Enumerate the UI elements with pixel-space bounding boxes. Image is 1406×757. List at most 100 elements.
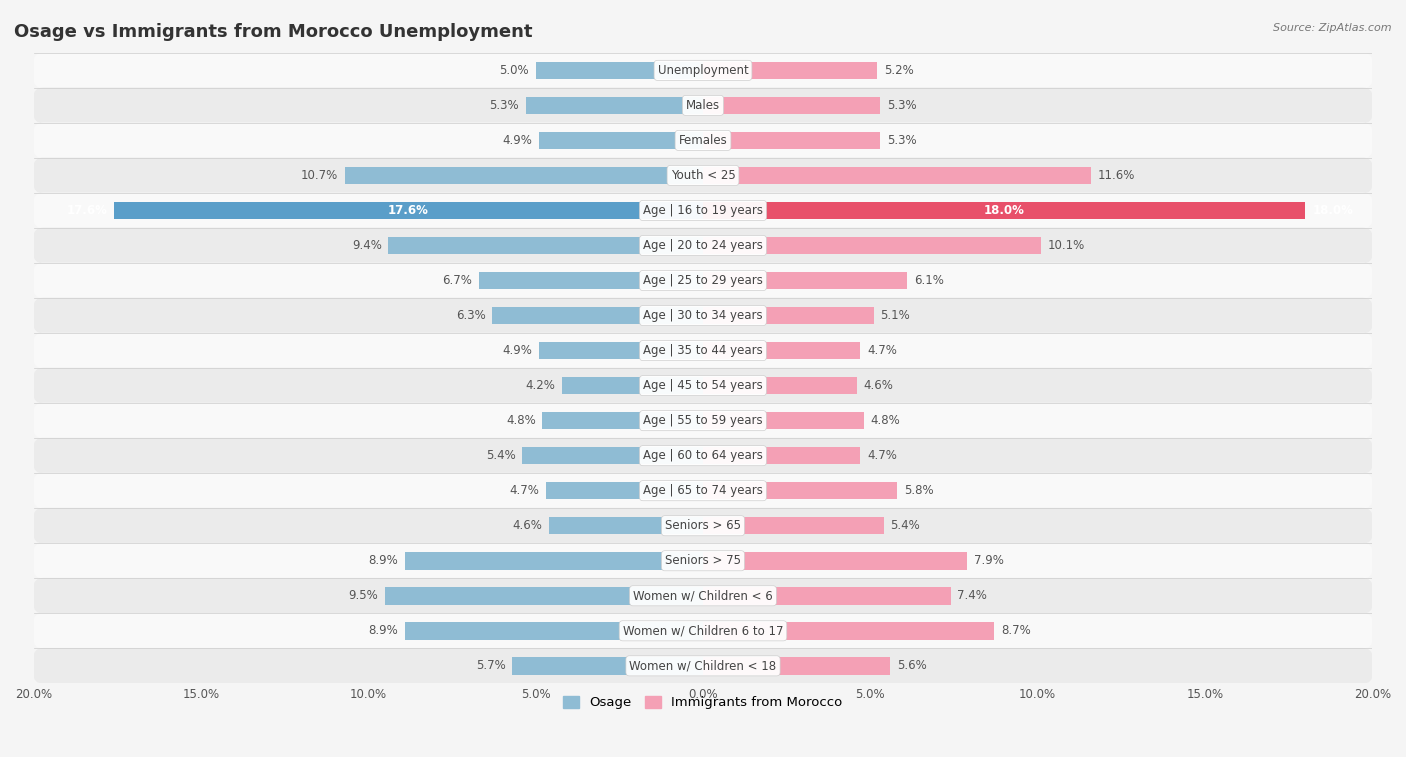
Bar	[538, 342, 703, 360]
Text: Women w/ Children < 18: Women w/ Children < 18	[630, 659, 776, 672]
FancyBboxPatch shape	[34, 123, 1372, 158]
Bar	[546, 482, 703, 500]
Text: 5.3%: 5.3%	[887, 134, 917, 147]
Text: 17.6%: 17.6%	[66, 204, 107, 217]
Bar	[703, 447, 860, 465]
Bar	[385, 587, 703, 605]
Text: 5.4%: 5.4%	[486, 449, 516, 463]
Text: Age | 35 to 44 years: Age | 35 to 44 years	[643, 344, 763, 357]
Text: 9.5%: 9.5%	[349, 589, 378, 603]
Legend: Osage, Immigrants from Morocco: Osage, Immigrants from Morocco	[558, 690, 848, 715]
Text: 4.9%: 4.9%	[502, 344, 533, 357]
Bar	[703, 307, 873, 324]
Text: 10.7%: 10.7%	[301, 169, 339, 182]
FancyBboxPatch shape	[34, 648, 1372, 684]
Text: Age | 45 to 54 years: Age | 45 to 54 years	[643, 379, 763, 392]
Bar	[703, 272, 907, 289]
FancyBboxPatch shape	[34, 333, 1372, 369]
Text: 5.0%: 5.0%	[499, 64, 529, 77]
FancyBboxPatch shape	[34, 543, 1372, 578]
Text: Youth < 25: Youth < 25	[671, 169, 735, 182]
Bar	[388, 237, 703, 254]
Text: Source: ZipAtlas.com: Source: ZipAtlas.com	[1274, 23, 1392, 33]
Text: 4.6%: 4.6%	[512, 519, 543, 532]
Text: 5.3%: 5.3%	[489, 99, 519, 112]
Text: Seniors > 65: Seniors > 65	[665, 519, 741, 532]
Text: 6.1%: 6.1%	[914, 274, 943, 287]
Text: 4.8%: 4.8%	[506, 414, 536, 427]
Text: 5.2%: 5.2%	[884, 64, 914, 77]
Text: 4.9%: 4.9%	[502, 134, 533, 147]
FancyBboxPatch shape	[34, 403, 1372, 438]
Bar	[538, 132, 703, 149]
Bar	[543, 412, 703, 429]
Bar	[703, 587, 950, 605]
Text: Age | 16 to 19 years: Age | 16 to 19 years	[643, 204, 763, 217]
Text: Unemployment: Unemployment	[658, 64, 748, 77]
Text: 4.2%: 4.2%	[526, 379, 555, 392]
Bar	[536, 61, 703, 79]
FancyBboxPatch shape	[34, 263, 1372, 298]
Bar	[703, 342, 860, 360]
Text: 18.0%: 18.0%	[1312, 204, 1353, 217]
FancyBboxPatch shape	[34, 473, 1372, 509]
Bar	[703, 201, 1306, 220]
FancyBboxPatch shape	[34, 438, 1372, 474]
Text: Seniors > 75: Seniors > 75	[665, 554, 741, 567]
FancyBboxPatch shape	[34, 192, 1372, 229]
Text: 9.4%: 9.4%	[352, 239, 381, 252]
Text: Age | 65 to 74 years: Age | 65 to 74 years	[643, 484, 763, 497]
Text: Age | 25 to 29 years: Age | 25 to 29 years	[643, 274, 763, 287]
Text: 8.7%: 8.7%	[1001, 625, 1031, 637]
Bar	[703, 167, 1091, 184]
Bar	[703, 622, 994, 640]
Bar	[703, 657, 890, 674]
Text: Women w/ Children 6 to 17: Women w/ Children 6 to 17	[623, 625, 783, 637]
Bar	[492, 307, 703, 324]
Text: 10.1%: 10.1%	[1047, 239, 1085, 252]
Text: 6.7%: 6.7%	[441, 274, 472, 287]
Text: 5.8%: 5.8%	[904, 484, 934, 497]
Bar	[405, 552, 703, 569]
Text: 6.3%: 6.3%	[456, 309, 485, 322]
Text: 18.0%: 18.0%	[984, 204, 1025, 217]
Bar	[703, 482, 897, 500]
Bar	[703, 97, 880, 114]
Bar	[703, 132, 880, 149]
Bar	[703, 517, 884, 534]
FancyBboxPatch shape	[34, 52, 1372, 89]
Text: 4.7%: 4.7%	[868, 449, 897, 463]
Bar	[703, 412, 863, 429]
FancyBboxPatch shape	[34, 157, 1372, 193]
Bar	[526, 97, 703, 114]
Text: 7.4%: 7.4%	[957, 589, 987, 603]
Text: Osage vs Immigrants from Morocco Unemployment: Osage vs Immigrants from Morocco Unemplo…	[14, 23, 533, 41]
FancyBboxPatch shape	[34, 508, 1372, 544]
Bar	[703, 377, 858, 394]
Bar	[703, 552, 967, 569]
Text: 8.9%: 8.9%	[368, 625, 398, 637]
Text: 5.6%: 5.6%	[897, 659, 927, 672]
Text: 4.7%: 4.7%	[509, 484, 538, 497]
Bar	[522, 447, 703, 465]
Text: 5.1%: 5.1%	[880, 309, 910, 322]
Text: Males: Males	[686, 99, 720, 112]
FancyBboxPatch shape	[34, 613, 1372, 649]
Text: 7.9%: 7.9%	[974, 554, 1004, 567]
FancyBboxPatch shape	[34, 298, 1372, 333]
Text: 4.7%: 4.7%	[868, 344, 897, 357]
Bar	[703, 237, 1040, 254]
Text: 8.9%: 8.9%	[368, 554, 398, 567]
Text: 5.3%: 5.3%	[887, 99, 917, 112]
Bar	[114, 201, 703, 220]
Bar	[512, 657, 703, 674]
Bar	[344, 167, 703, 184]
Text: Age | 55 to 59 years: Age | 55 to 59 years	[643, 414, 763, 427]
FancyBboxPatch shape	[34, 578, 1372, 614]
Bar	[405, 622, 703, 640]
Text: Women w/ Children < 6: Women w/ Children < 6	[633, 589, 773, 603]
Text: 4.8%: 4.8%	[870, 414, 900, 427]
Text: 4.6%: 4.6%	[863, 379, 894, 392]
Text: 5.4%: 5.4%	[890, 519, 920, 532]
Text: 17.6%: 17.6%	[388, 204, 429, 217]
